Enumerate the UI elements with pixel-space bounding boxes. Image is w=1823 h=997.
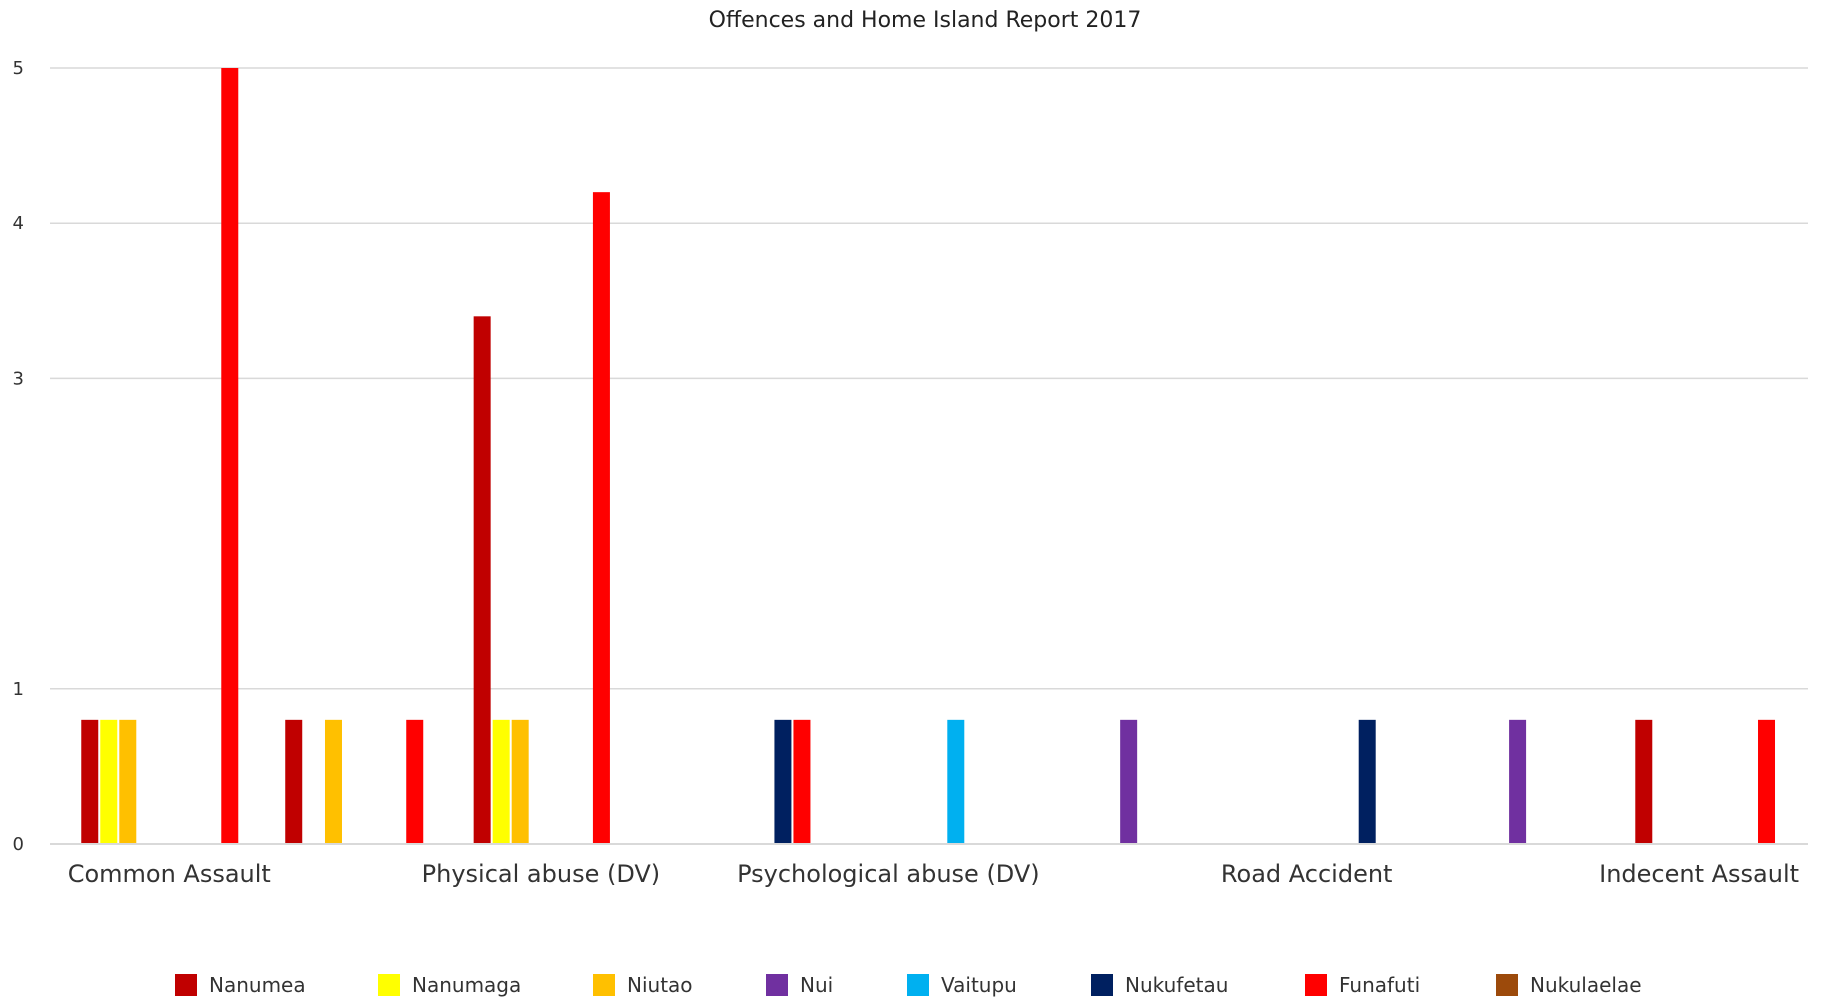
- y-tick-label: 5: [13, 58, 24, 79]
- bar-funafuti: [221, 68, 239, 844]
- bar-niutao: [324, 719, 342, 844]
- legend-item-nukulaelae: Nukulaelae: [1496, 973, 1642, 997]
- legend-item-funafuti: Funafuti: [1305, 973, 1420, 997]
- legend-item-nui: Nui: [766, 973, 833, 997]
- y-tick-label: 1: [13, 679, 24, 700]
- bar-nukufetau: [1358, 719, 1376, 844]
- y-axis-ticks: 0 1 3 4 5: [13, 58, 24, 855]
- legend-label: Vaitupu: [941, 973, 1017, 997]
- bar-nanumaga: [492, 719, 510, 844]
- x-category-label: Psychological abuse (DV): [737, 860, 1040, 888]
- bar-nanumea: [473, 316, 491, 844]
- bar-funafuti: [592, 192, 610, 844]
- legend-item-niutao: Niutao: [593, 973, 693, 997]
- y-tick-label: 0: [13, 834, 24, 855]
- x-axis: Common Assault Physical abuse (DV) Psychol…: [50, 843, 1808, 888]
- legend-item-vaitupu: Vaitupu: [907, 973, 1017, 997]
- x-category-label: Indecent Assault: [1599, 860, 1799, 888]
- x-category-label: Road Accident: [1221, 860, 1393, 888]
- legend-swatch: [1305, 974, 1327, 996]
- legend: Nanumea Nanumaga Niutao Nui Vaitupu Nukufetau…: [175, 973, 1642, 997]
- legend-label: Nanumea: [209, 973, 306, 997]
- legend-swatch: [1091, 974, 1113, 996]
- y-tick-label: 3: [13, 368, 24, 389]
- bars: [81, 68, 1776, 844]
- x-category-label: Physical abuse (DV): [422, 860, 661, 888]
- legend-item-nanumaga: Nanumaga: [378, 973, 521, 997]
- x-category-label: Common Assault: [68, 860, 271, 888]
- bar-nukufetau: [774, 719, 792, 844]
- chart-title: Offences and Home Island Report 2017: [709, 8, 1142, 33]
- bar-nui: [1509, 719, 1527, 844]
- legend-label: Nukulaelae: [1530, 973, 1642, 997]
- legend-swatch: [378, 974, 400, 996]
- y-tick-label: 4: [13, 213, 24, 234]
- legend-item-nanumea: Nanumea: [175, 973, 306, 997]
- legend-label: Nanumaga: [412, 973, 521, 997]
- legend-label: Nui: [800, 973, 833, 997]
- bar-funafuti: [793, 719, 811, 844]
- bar-nanumea: [285, 719, 303, 844]
- legend-item-nukufetau: Nukufetau: [1091, 973, 1228, 997]
- bar-vaitupu: [947, 719, 965, 844]
- legend-swatch: [1496, 974, 1518, 996]
- legend-swatch: [907, 974, 929, 996]
- bar-nanumea: [81, 719, 99, 844]
- bar-funafuti: [1758, 719, 1776, 844]
- bar-niutao: [511, 719, 529, 844]
- bar-funafuti: [406, 719, 424, 844]
- bar-niutao: [119, 719, 137, 844]
- legend-swatch: [766, 974, 788, 996]
- legend-label: Funafuti: [1339, 973, 1420, 997]
- legend-label: Nukufetau: [1125, 973, 1228, 997]
- legend-swatch: [175, 974, 197, 996]
- bar-nanumaga: [100, 719, 118, 844]
- legend-swatch: [593, 974, 615, 996]
- bar-nui: [1120, 719, 1138, 844]
- gridlines: [50, 67, 1808, 690]
- bar-nanumea: [1635, 719, 1653, 844]
- legend-label: Niutao: [627, 973, 693, 997]
